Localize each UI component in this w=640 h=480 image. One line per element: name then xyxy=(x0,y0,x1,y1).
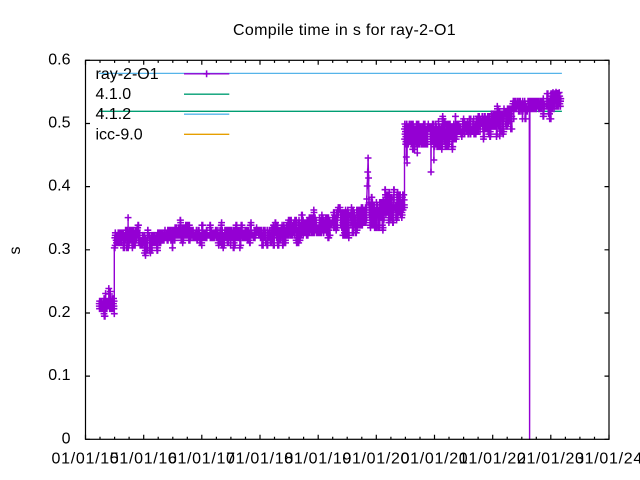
svg-text:01/01/16: 01/01/16 xyxy=(110,451,178,468)
svg-text:0.2: 0.2 xyxy=(48,304,70,321)
svg-text:0: 0 xyxy=(62,430,71,447)
svg-text:01/01/21: 01/01/21 xyxy=(401,451,469,468)
svg-text:01/01/19: 01/01/19 xyxy=(284,451,352,468)
svg-text:01/01/22: 01/01/22 xyxy=(459,451,527,468)
svg-text:01/01/20: 01/01/20 xyxy=(342,451,410,468)
svg-text:icc-9.0: icc-9.0 xyxy=(96,126,143,143)
svg-text:0.5: 0.5 xyxy=(48,115,70,132)
svg-text:01/01/24: 01/01/24 xyxy=(575,451,640,468)
svg-text:0.1: 0.1 xyxy=(48,367,70,384)
svg-text:4.1.2: 4.1.2 xyxy=(96,106,132,123)
svg-text:Compile time in s for ray-2-O1: Compile time in s for ray-2-O1 xyxy=(233,22,456,39)
svg-text:01/01/18: 01/01/18 xyxy=(226,451,294,468)
svg-text:s: s xyxy=(7,247,24,255)
svg-text:01/01/17: 01/01/17 xyxy=(168,451,236,468)
svg-text:0.4: 0.4 xyxy=(48,178,70,195)
svg-text:01/01/15: 01/01/15 xyxy=(52,451,120,468)
svg-text:01/01/23: 01/01/23 xyxy=(517,451,585,468)
svg-text:0.6: 0.6 xyxy=(48,51,70,68)
svg-text:ray-2-O1: ray-2-O1 xyxy=(96,66,159,83)
svg-text:4.1.0: 4.1.0 xyxy=(96,86,132,103)
svg-text:0.3: 0.3 xyxy=(48,241,70,258)
